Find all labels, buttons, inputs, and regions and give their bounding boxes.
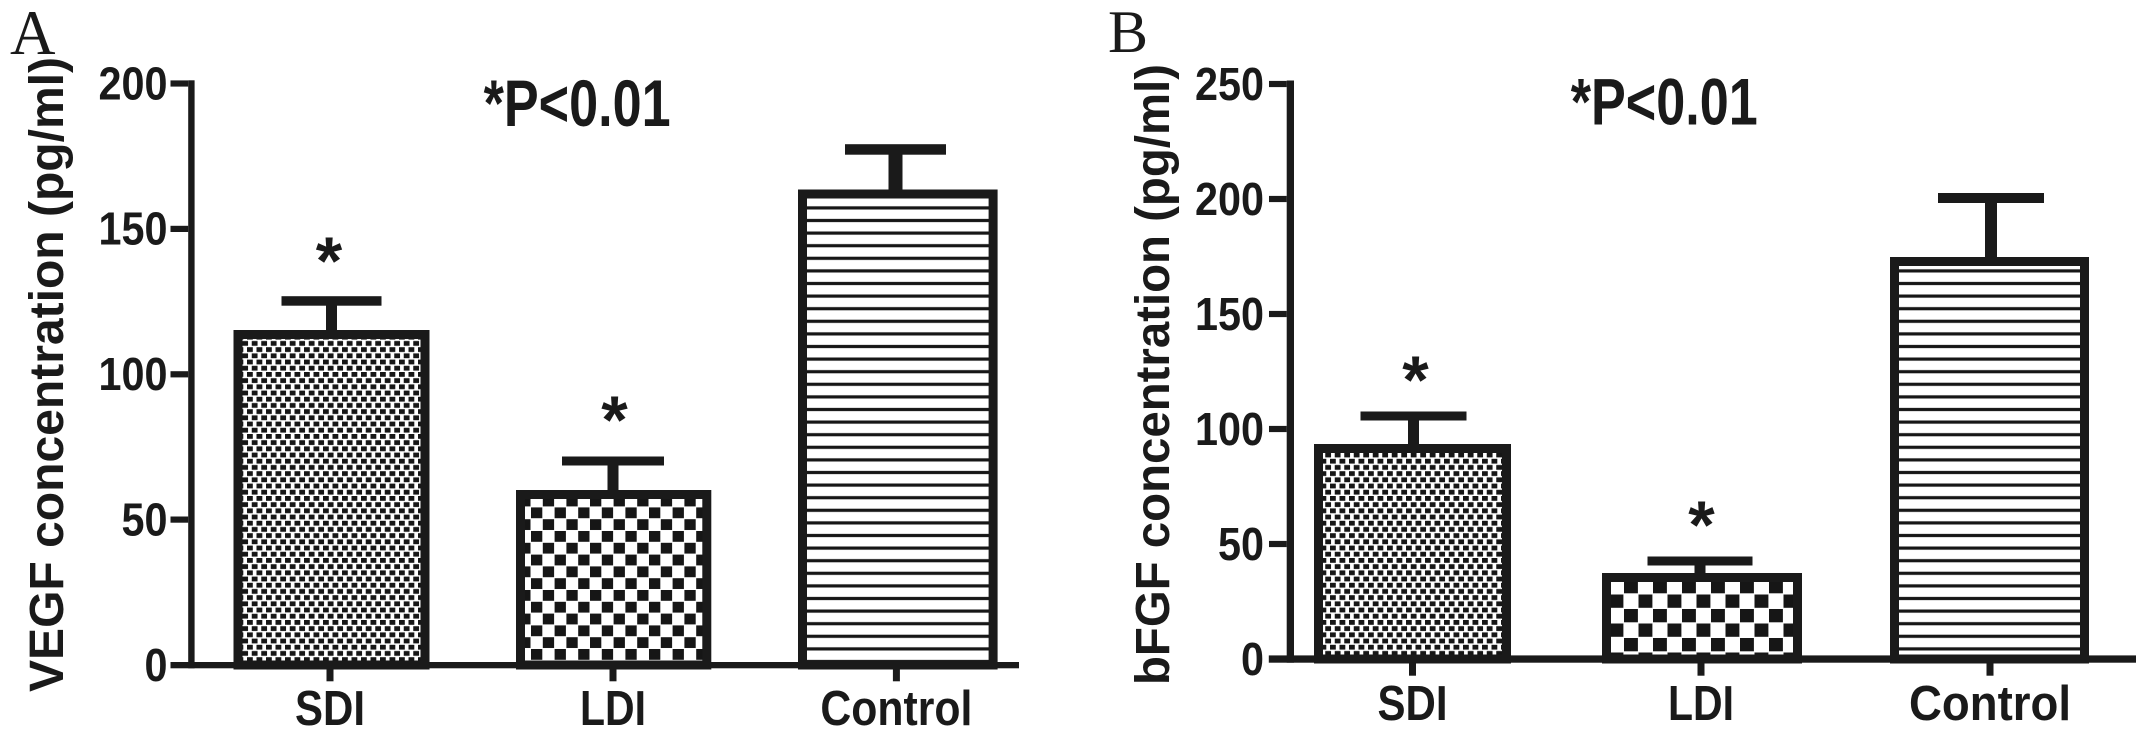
svg-text:100: 100 [1195,403,1264,455]
svg-text:0: 0 [145,639,168,691]
svg-text:250: 250 [1195,58,1264,110]
svg-text:0: 0 [1241,633,1264,685]
svg-text:*: * [316,223,343,299]
svg-text:*: * [601,382,628,458]
svg-text:A: A [10,0,56,68]
svg-text:LDI: LDI [1668,677,1734,731]
svg-text:50: 50 [1218,518,1264,570]
svg-text:*P<0.01: *P<0.01 [1571,65,1758,139]
svg-text:bFGF concentration (pg/ml): bFGF concentration (pg/ml) [1127,64,1180,685]
svg-text:50: 50 [122,493,168,545]
svg-text:B: B [1108,0,1148,65]
svg-text:*: * [1402,342,1429,418]
svg-text:Control: Control [1909,677,2071,731]
svg-text:*P<0.01: *P<0.01 [484,66,671,140]
svg-text:Control: Control [820,682,972,736]
svg-text:200: 200 [1195,173,1264,225]
svg-text:SDI: SDI [295,682,365,736]
svg-text:100: 100 [99,348,168,400]
svg-text:VEGF concentration (pg/ml): VEGF concentration (pg/ml) [21,57,74,692]
svg-text:150: 150 [1195,288,1264,340]
svg-text:*: * [1688,487,1715,563]
svg-text:LDI: LDI [580,682,646,736]
svg-text:SDI: SDI [1378,677,1448,731]
svg-text:200: 200 [99,57,168,109]
svg-text:150: 150 [99,203,168,255]
